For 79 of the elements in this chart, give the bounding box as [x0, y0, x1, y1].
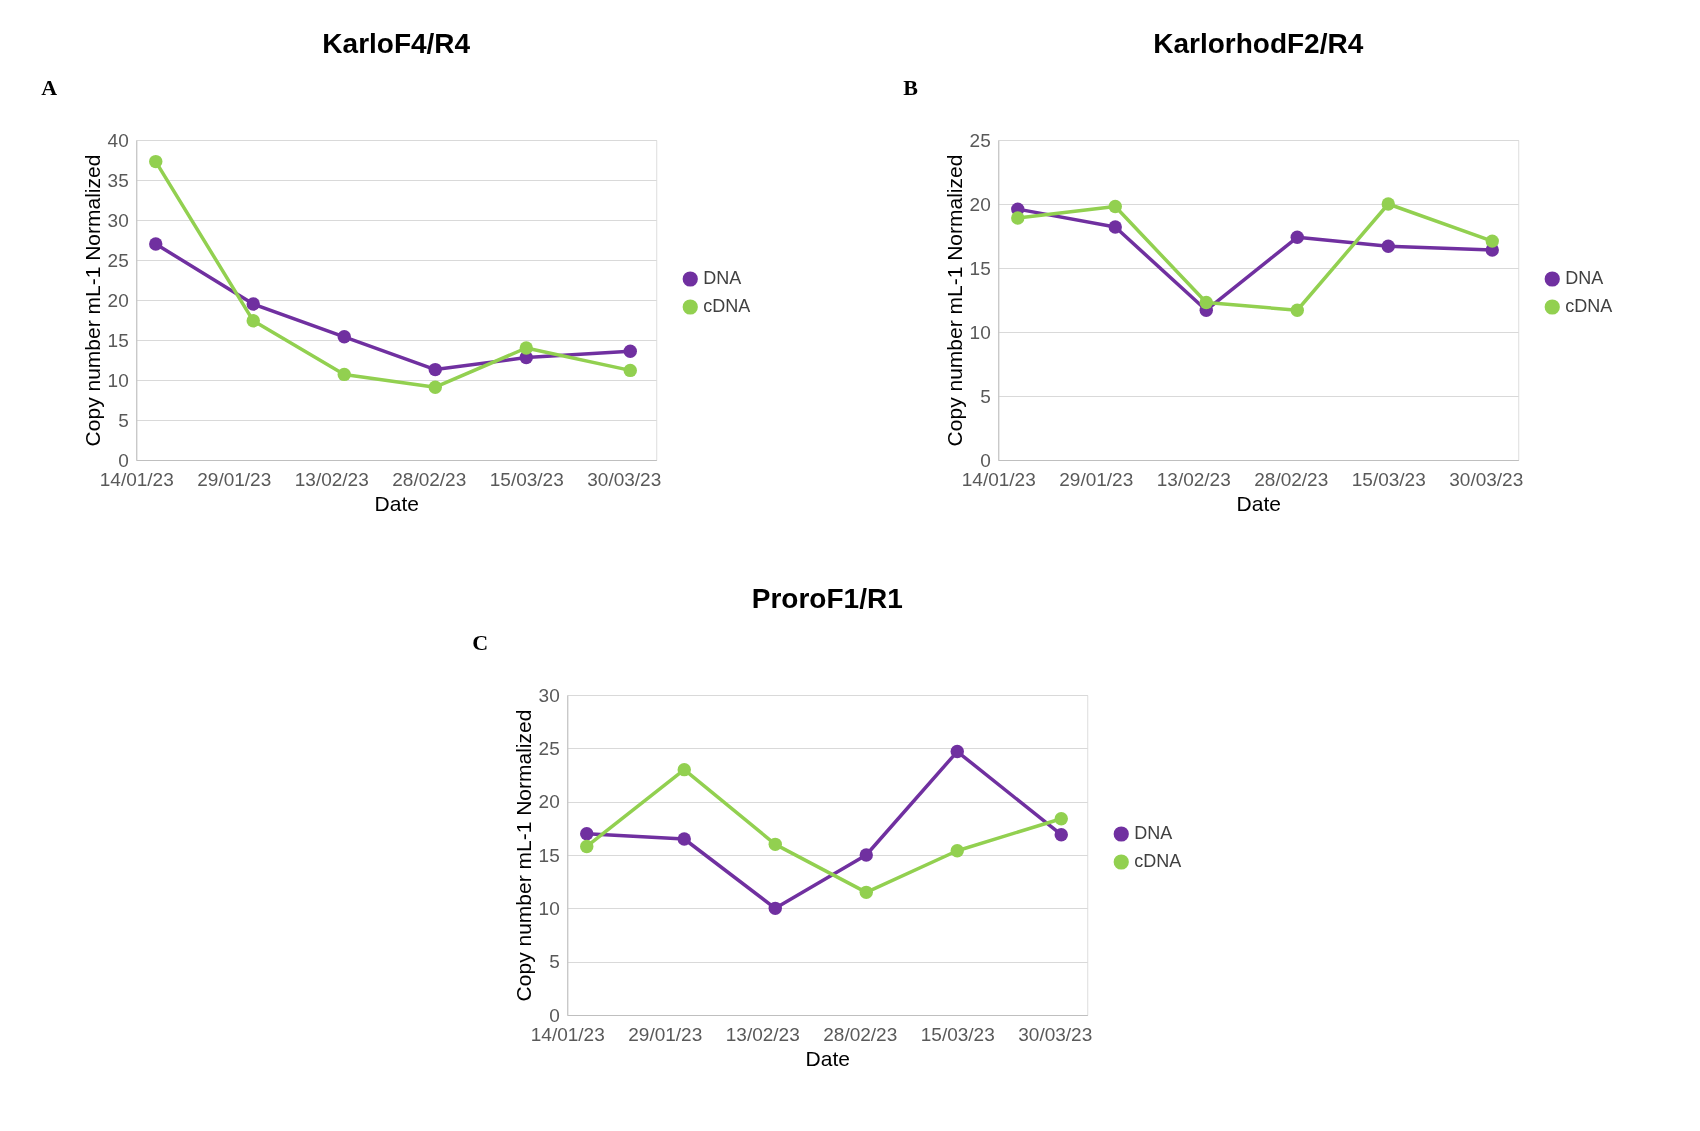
y-tick-label: 5: [549, 951, 560, 973]
chart-title: ProroF1/R1: [751, 583, 903, 614]
legend-label: DNA: [1565, 268, 1604, 288]
point: [950, 844, 964, 858]
y-tick-label: 25: [107, 249, 129, 271]
x-tick-label: 13/02/23: [1156, 468, 1231, 490]
point: [1108, 199, 1122, 214]
y-axis-title: Copy number mL-1 Normalized: [942, 154, 966, 447]
y-tick-label: 0: [118, 449, 129, 471]
legend-label: cDNA: [1134, 851, 1182, 871]
x-tick-label: 13/02/23: [294, 468, 369, 490]
x-tick-label: 28/02/23: [392, 468, 467, 490]
legend-label: DNA: [1134, 823, 1173, 843]
x-axis-title: Date: [374, 491, 419, 515]
y-tick-label: 30: [538, 684, 560, 706]
y-tick-label: 10: [969, 321, 991, 343]
x-tick-label: 14/01/23: [530, 1023, 605, 1045]
x-tick-label: 13/02/23: [725, 1023, 800, 1045]
y-tick-label: 15: [538, 844, 560, 866]
y-tick-label: 15: [107, 329, 129, 351]
x-tick-label: 28/02/23: [1254, 468, 1329, 490]
x-tick-label: 30/03/23: [1018, 1023, 1093, 1045]
point: [1108, 220, 1122, 234]
y-tick-label: 15: [969, 257, 991, 279]
y-tick-label: 5: [118, 409, 129, 431]
legend-label: cDNA: [703, 296, 751, 316]
point: [677, 832, 691, 846]
y-axis-title: Copy number mL-1 Normalized: [80, 154, 104, 447]
point: [677, 762, 691, 777]
point: [1381, 239, 1395, 253]
x-tick-label: 28/02/23: [823, 1023, 898, 1045]
y-tick-label: 20: [969, 193, 991, 215]
x-tick-label: 30/03/23: [587, 468, 662, 490]
point: [246, 314, 260, 328]
y-tick-label: 20: [538, 791, 560, 813]
point: [149, 154, 163, 169]
point: [1381, 197, 1395, 211]
y-tick-label: 30: [107, 209, 129, 231]
y-tick-label: 5: [980, 385, 991, 407]
x-tick-label: 15/03/23: [920, 1023, 995, 1045]
x-tick-label: 30/03/23: [1449, 468, 1524, 490]
chart-title: KarloF4/R4: [322, 28, 471, 59]
point: [623, 344, 637, 358]
point: [149, 237, 163, 251]
point: [246, 297, 260, 311]
x-tick-label: 15/03/23: [489, 468, 564, 490]
text: A: [41, 75, 58, 100]
point: [580, 826, 594, 841]
point: [950, 744, 964, 759]
point: [623, 363, 637, 378]
text: C: [472, 630, 489, 655]
y-tick-label: 10: [107, 369, 129, 391]
x-axis-title: Date: [1236, 491, 1281, 515]
y-tick-label: 0: [980, 449, 991, 471]
y-tick-label: 40: [107, 129, 129, 151]
x-tick-label: 15/03/23: [1351, 468, 1426, 490]
x-tick-label: 29/01/23: [197, 468, 272, 490]
point: [580, 839, 594, 854]
y-tick-label: 10: [538, 897, 560, 919]
y-tick-label: 0: [549, 1004, 560, 1026]
legend-label: cDNA: [1565, 296, 1613, 316]
chart-title: KarlorhodF2/R4: [1153, 28, 1364, 59]
point: [1011, 211, 1025, 225]
x-tick-label: 29/01/23: [628, 1023, 703, 1045]
y-tick-label: 20: [107, 289, 129, 311]
x-axis-title: Date: [805, 1046, 850, 1070]
point: [519, 341, 533, 355]
x-tick-label: 29/01/23: [1059, 468, 1134, 490]
text: B: [903, 75, 919, 100]
x-tick-label: 14/01/23: [99, 468, 174, 490]
y-tick-label: 35: [107, 169, 129, 191]
legend-label: DNA: [703, 268, 742, 288]
y-tick-label: 25: [538, 737, 560, 759]
x-tick-label: 14/01/23: [961, 468, 1036, 490]
point: [1485, 234, 1499, 248]
point: [1054, 812, 1068, 826]
y-axis-title: Copy number mL-1 Normalized: [511, 709, 535, 1002]
y-tick-label: 25: [969, 129, 991, 151]
point: [1054, 828, 1068, 842]
